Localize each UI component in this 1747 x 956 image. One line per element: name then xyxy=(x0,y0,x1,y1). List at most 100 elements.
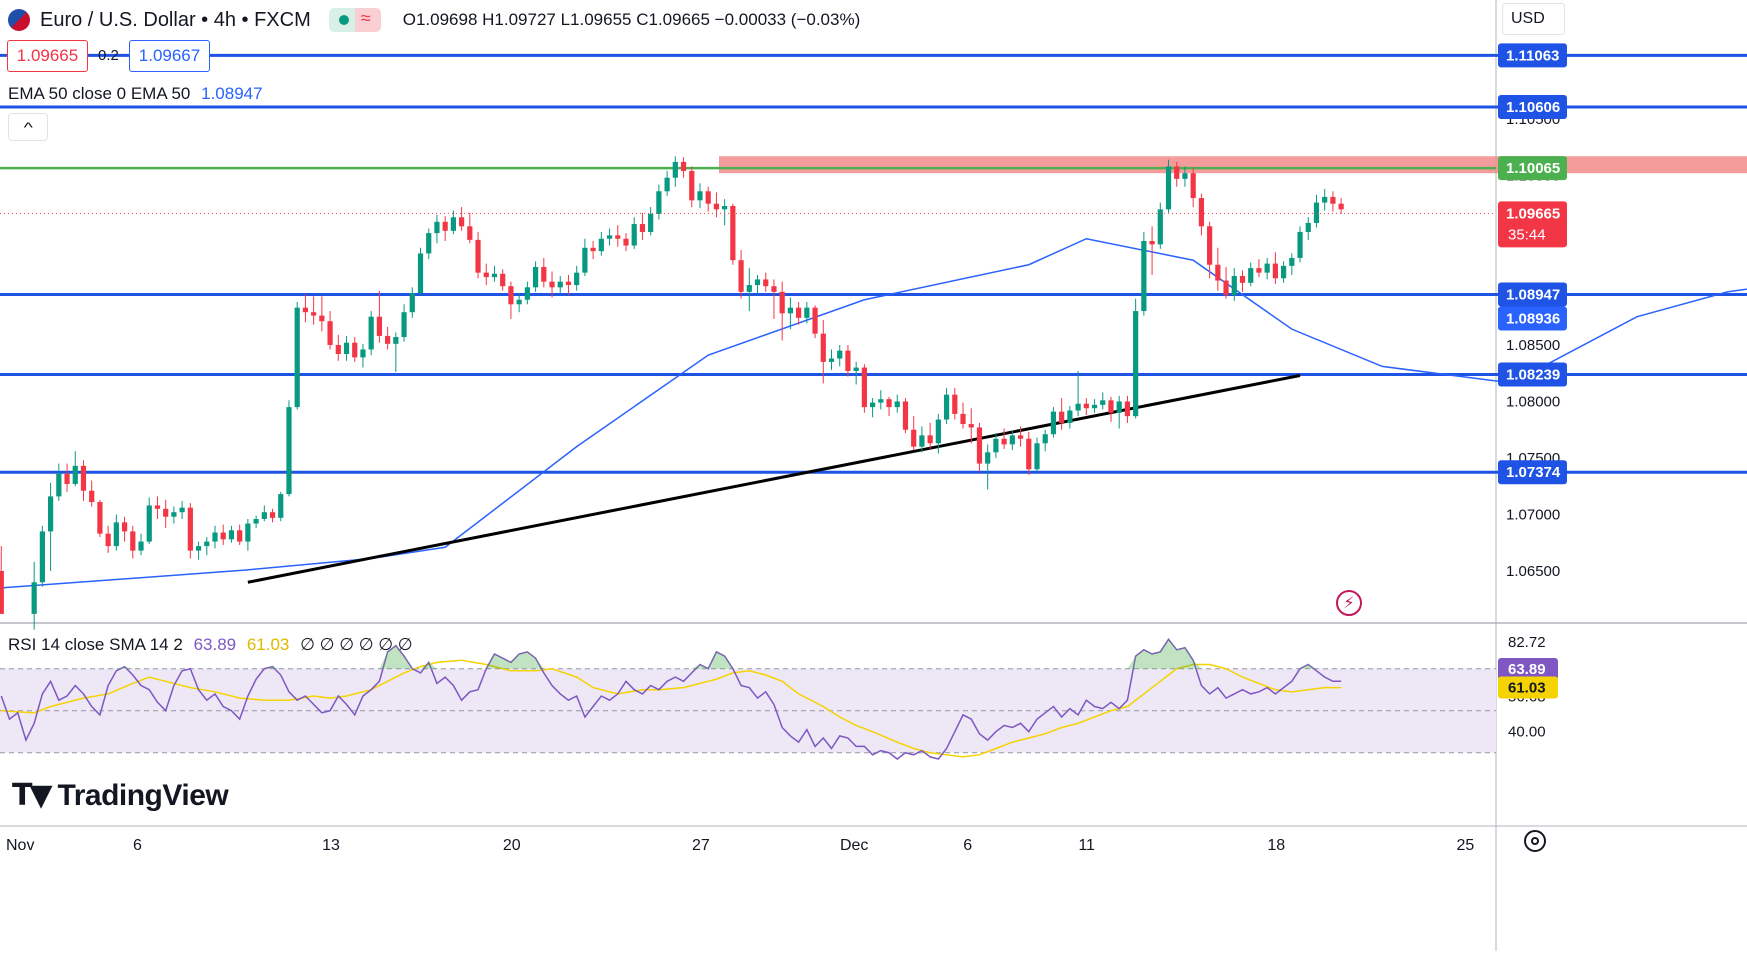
symbol-title[interactable]: Euro / U.S. Dollar • 4h • FXCM xyxy=(40,8,311,31)
time-tick-label: 27 xyxy=(692,837,710,854)
time-tick-label: Nov xyxy=(6,837,34,854)
rsi-legend-value: 63.89 xyxy=(193,635,237,654)
candle-body xyxy=(861,367,867,408)
candle-body xyxy=(902,401,909,430)
candle-body xyxy=(311,312,317,316)
candle-body xyxy=(442,221,448,231)
rsi-value-label-text: 63.89 xyxy=(1508,661,1546,678)
candle-body xyxy=(894,401,900,408)
candle-body xyxy=(1059,411,1065,423)
candle-body xyxy=(1272,263,1278,279)
ema-price-label-text: 1.08936 xyxy=(1506,310,1560,327)
candle-body xyxy=(886,399,892,408)
candle-body xyxy=(179,507,185,513)
candle-body xyxy=(500,273,506,287)
last-price-label xyxy=(1498,201,1567,248)
lightning-icon[interactable]: ⚡ xyxy=(1336,590,1362,616)
rsi-overbought-fill xyxy=(420,662,429,669)
candle-body xyxy=(960,413,966,425)
level-label-text: 1.08947 xyxy=(1506,286,1560,303)
candle-body xyxy=(1034,443,1040,470)
candle-body xyxy=(1215,264,1221,281)
ask-price[interactable]: 1.09667 xyxy=(129,40,210,72)
level-label xyxy=(1498,362,1567,387)
candle-body xyxy=(1050,411,1057,435)
level-label xyxy=(1498,43,1567,68)
rsi-overbought-fill xyxy=(1308,664,1317,669)
candle-body xyxy=(187,507,193,551)
candle-body xyxy=(483,272,489,278)
candle-body xyxy=(1223,280,1229,296)
ema-50-line xyxy=(1,237,1747,589)
ema-price-label xyxy=(1498,306,1567,331)
brand-name: TradingView xyxy=(57,778,229,812)
candle-body xyxy=(335,344,341,354)
candle-body xyxy=(664,177,670,192)
candle-body xyxy=(532,266,539,288)
candle-body xyxy=(294,307,300,408)
candle-body xyxy=(56,473,62,497)
candle-body xyxy=(1256,268,1262,273)
candle-body xyxy=(1231,276,1237,296)
time-tick-label: 20 xyxy=(503,837,521,854)
candle-body xyxy=(598,238,604,252)
trendline xyxy=(247,373,1301,584)
candle-body xyxy=(541,266,547,282)
candle-body xyxy=(837,350,843,359)
candle-body xyxy=(927,435,933,444)
rsi-overbought-fill xyxy=(1143,649,1153,669)
candle-body xyxy=(228,530,235,540)
rsi-tick-label: 82.72 xyxy=(1508,634,1546,651)
candle-body xyxy=(1001,438,1007,445)
candle-body xyxy=(508,286,514,305)
candle-body xyxy=(220,532,226,540)
candle-body xyxy=(163,508,169,517)
candle-body xyxy=(368,316,374,350)
level-label-text: 1.07374 xyxy=(1506,464,1561,481)
bid-price[interactable]: 1.09665 xyxy=(7,40,88,72)
candle-body xyxy=(138,541,144,551)
candle-body xyxy=(985,452,991,464)
currency-selector[interactable]: USD xyxy=(1502,3,1565,35)
ema-legend-value: 1.08947 xyxy=(201,84,263,103)
time-tick-label: Dec xyxy=(840,837,868,854)
candle-body xyxy=(1017,435,1024,439)
rsi-sma-legend-value: 61.03 xyxy=(246,635,290,654)
candle-body xyxy=(1042,434,1048,444)
collapse-legend-button[interactable]: ^ xyxy=(8,113,48,141)
rsi-overbought-fill xyxy=(1193,660,1202,669)
tv-logo-icon: T▼ xyxy=(12,778,53,813)
rsi-overbought-fill xyxy=(1152,651,1161,669)
candle-body xyxy=(1248,268,1254,283)
candle-body xyxy=(993,438,999,453)
price-tick-label: 1.07000 xyxy=(1506,506,1560,523)
candle-body xyxy=(130,531,136,551)
candle-body xyxy=(705,191,711,204)
candle-body xyxy=(516,299,522,305)
candle-body xyxy=(1100,400,1106,405)
rsi-overbought-fill xyxy=(264,666,273,669)
spread-value: 0.2 xyxy=(98,47,119,64)
settings-icon[interactable] xyxy=(1524,830,1546,852)
rsi-overbought-fill xyxy=(535,658,544,669)
candle-body xyxy=(48,496,54,532)
candle-body xyxy=(1108,400,1114,413)
candle-body xyxy=(746,285,752,292)
candle-body xyxy=(1174,166,1180,179)
time-tick-label: 6 xyxy=(963,837,972,854)
level-label xyxy=(1498,460,1567,485)
candle-body xyxy=(697,191,703,201)
candle-body xyxy=(1322,196,1328,203)
candle-body xyxy=(1239,276,1246,283)
candle-body xyxy=(1026,438,1032,470)
candle-body xyxy=(935,419,941,444)
candle-body xyxy=(845,350,851,371)
rsi-overbought-fill xyxy=(116,666,125,669)
candle-body xyxy=(1338,203,1344,210)
candle-body xyxy=(64,473,70,484)
rsi-overbought-fill xyxy=(395,645,405,669)
rsi-overbought-fill xyxy=(691,664,700,669)
candle-body xyxy=(327,321,333,345)
candle-body xyxy=(779,291,785,314)
